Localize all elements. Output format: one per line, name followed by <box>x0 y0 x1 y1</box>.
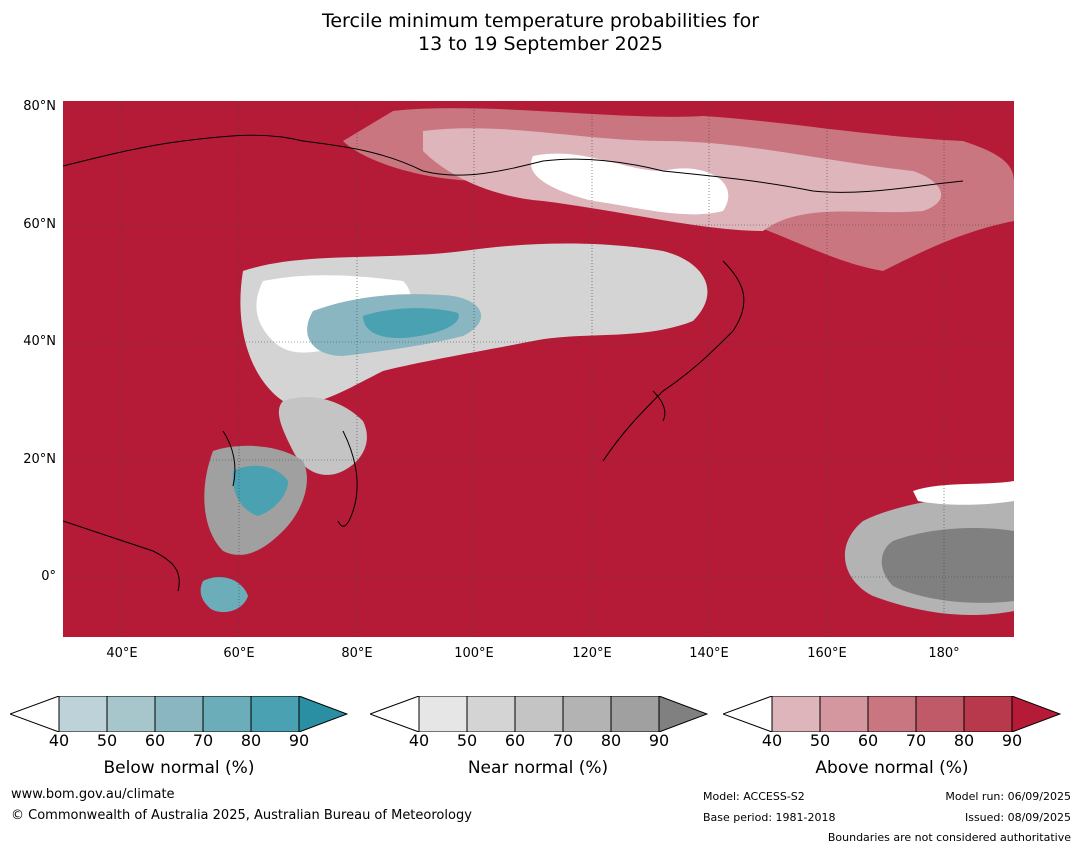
colorbar-above-normal <box>723 696 1061 732</box>
colorbar-near-label: Near normal (%) <box>467 758 609 778</box>
chart-title-line-1: Tercile minimum temperature probabilitie… <box>321 10 760 32</box>
colorbar-near-tick-90: 90 <box>648 731 670 750</box>
colorbar-below-seg-4 <box>202 696 252 732</box>
kazakhstan-teal-dark <box>363 308 459 339</box>
colorbar-near-higharrow <box>658 696 708 732</box>
colorbar-above-tick-80: 80 <box>953 731 975 750</box>
colorbar-near-normal <box>370 696 708 732</box>
colorbar-below-seg-2 <box>106 696 156 732</box>
siberia-white <box>531 153 729 215</box>
lat-label-40n: 40°N <box>23 334 56 349</box>
lon-label-100e: 100°E <box>454 646 494 661</box>
tibet-gray <box>278 397 367 475</box>
footer-url: www.bom.gov.au/climate <box>11 787 175 802</box>
colorbar-above-seg-2 <box>819 696 869 732</box>
colorbar-above-tick-90: 90 <box>1001 731 1023 750</box>
map-gridlines <box>63 101 1014 637</box>
chart-title-line-2: 13 to 19 September 2025 <box>418 33 663 55</box>
colorbar-above-seg-5 <box>963 696 1013 732</box>
colorbar-near-tick-40: 40 <box>408 731 430 750</box>
colorbar-below-seg-1 <box>58 696 108 732</box>
colorbar-below-seg-3 <box>154 696 204 732</box>
arabian-sea-teal <box>200 576 248 613</box>
colorbar-near-seg-3 <box>514 696 564 732</box>
colorbar-above-seg-1 <box>771 696 821 732</box>
colorbar-above-tick-60: 60 <box>857 731 879 750</box>
pacific-gray-dark <box>881 528 1014 603</box>
lon-label-180: 180° <box>928 646 960 661</box>
colorbar-above-tick-70: 70 <box>905 731 927 750</box>
colorbar-below-lowarrow <box>10 696 60 732</box>
lon-label-60e: 60°E <box>223 646 255 661</box>
colorbar-near-tick-70: 70 <box>552 731 574 750</box>
colorbar-above-label: Above normal (%) <box>815 758 969 778</box>
footer-disclaimer: Boundaries are not considered authoritat… <box>827 831 1071 844</box>
colorbar-near-tick-60: 60 <box>504 731 526 750</box>
footer-model-run: Model run: 06/09/2025 <box>945 790 1071 803</box>
colorbar-above-lowarrow <box>723 696 773 732</box>
lat-label-60n: 60°N <box>23 217 56 232</box>
footer-base-period: Base period: 1981-2018 <box>703 811 836 824</box>
colorbar-near-tick-80: 80 <box>600 731 622 750</box>
colorbar-below-tick-60: 60 <box>144 731 166 750</box>
lon-label-40e: 40°E <box>106 646 138 661</box>
footer-issued: Issued: 08/09/2025 <box>964 811 1071 824</box>
colorbar-below-tick-70: 70 <box>192 731 214 750</box>
lat-label-80n: 80°N <box>23 99 56 114</box>
colorbar-below-normal <box>10 696 348 732</box>
coastlines <box>63 134 964 592</box>
probability-map <box>63 101 1014 637</box>
colorbar-above-tick-40: 40 <box>761 731 783 750</box>
colorbar-below-tick-50: 50 <box>96 731 118 750</box>
lon-label-140e: 140°E <box>689 646 729 661</box>
lat-label-0: 0° <box>41 569 56 584</box>
lon-label-80e: 80°E <box>341 646 373 661</box>
colorbar-above-seg-4 <box>915 696 965 732</box>
map-canvas <box>63 101 1014 637</box>
colorbar-near-seg-5 <box>610 696 660 732</box>
footer-model: Model: ACCESS-S2 <box>703 790 805 803</box>
colorbar-near-seg-2 <box>466 696 516 732</box>
colorbar-below-seg-5 <box>250 696 300 732</box>
colorbar-near-seg-1 <box>418 696 468 732</box>
colorbar-above-tick-50: 50 <box>809 731 831 750</box>
lat-label-20n: 20°N <box>23 452 56 467</box>
colorbar-below-higharrow <box>298 696 348 732</box>
colorbar-below-tick-40: 40 <box>48 731 70 750</box>
colorbar-below-tick-90: 90 <box>288 731 310 750</box>
northeast-pacific-white <box>913 481 1014 505</box>
india-teal <box>232 465 288 516</box>
colorbar-above-higharrow <box>1011 696 1061 732</box>
lon-label-120e: 120°E <box>572 646 612 661</box>
colorbar-near-tick-50: 50 <box>456 731 478 750</box>
colorbar-above-seg-3 <box>867 696 917 732</box>
colorbar-near-seg-4 <box>562 696 612 732</box>
footer-copyright: © Commonwealth of Australia 2025, Austra… <box>11 808 472 823</box>
colorbar-below-label: Below normal (%) <box>103 758 255 778</box>
lon-label-160e: 160°E <box>807 646 847 661</box>
colorbar-below-tick-80: 80 <box>240 731 262 750</box>
colorbar-near-lowarrow <box>370 696 420 732</box>
